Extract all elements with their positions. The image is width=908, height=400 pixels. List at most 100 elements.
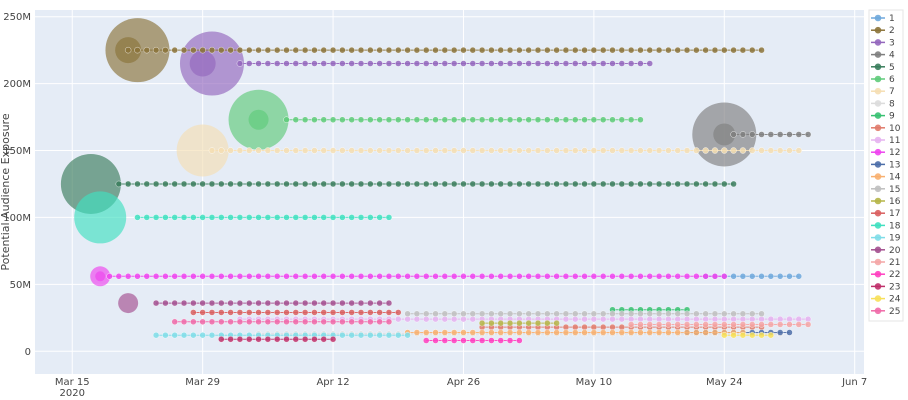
series-3-point <box>246 60 253 67</box>
series-20-point <box>199 299 206 307</box>
series-3-point <box>646 60 653 67</box>
series-19-point <box>367 331 374 339</box>
series-17-point <box>311 309 318 316</box>
series-11-point <box>721 315 728 323</box>
series-21-point <box>776 321 784 328</box>
legend-19-swatch <box>874 234 882 241</box>
series-5-point <box>562 180 570 188</box>
series-18-point <box>246 214 253 221</box>
series-10-point <box>572 323 579 331</box>
series-14-point <box>506 329 514 336</box>
series-5-point <box>218 180 225 188</box>
series-22-point <box>488 337 495 344</box>
series-17-point <box>385 309 393 316</box>
series-5-point <box>199 180 206 188</box>
series-6-point <box>376 116 383 123</box>
series-5-point <box>395 180 402 188</box>
series-2-point <box>124 46 132 54</box>
series-6-point <box>339 116 346 123</box>
series-2-point <box>721 46 728 54</box>
series-5-point <box>134 180 141 188</box>
series-19-point <box>162 331 169 339</box>
series-2-point <box>218 46 225 54</box>
series-3-point <box>562 60 570 67</box>
legend-8-label: 8 <box>889 99 895 109</box>
series-11-point <box>637 315 644 323</box>
series-2-point <box>143 46 150 54</box>
x-tick-label: Apr 12 <box>316 377 349 388</box>
series-3-point <box>311 60 318 67</box>
y-tick-label: 0 <box>25 347 31 358</box>
series-12-point <box>264 273 272 280</box>
series-6-point <box>590 116 598 123</box>
series-6-point <box>581 116 588 123</box>
series-25-point <box>301 318 309 326</box>
series-5-point <box>721 180 728 188</box>
series-14-point <box>693 329 700 336</box>
legend-12-label: 12 <box>889 148 900 158</box>
series-7-point <box>236 147 244 154</box>
series-5-point <box>525 180 532 188</box>
series-7-point <box>227 147 234 154</box>
series-14-point <box>646 329 653 336</box>
series-2-point <box>339 46 346 54</box>
series-10-point <box>581 323 588 331</box>
series-25-point <box>339 318 346 326</box>
legend-5-label: 5 <box>889 63 895 73</box>
series-18-point <box>311 214 318 221</box>
series-21-point <box>693 321 700 328</box>
series-6-point <box>562 116 570 123</box>
series-21-point <box>665 321 672 328</box>
series-17-point <box>329 309 337 316</box>
x-tick-year-label: 2020 <box>60 388 85 399</box>
series-20-point <box>190 299 197 307</box>
series-22-point <box>516 337 523 344</box>
series-7-point <box>255 147 262 154</box>
series-3-point <box>236 60 244 67</box>
series-2-point <box>180 46 188 54</box>
series-5-point <box>590 180 598 188</box>
series-21-point <box>804 321 812 328</box>
legend-16-swatch <box>874 197 882 205</box>
series-2-point <box>478 46 486 54</box>
series-3-point <box>441 60 449 67</box>
series-18-point <box>320 214 327 221</box>
series-13-point <box>776 329 784 336</box>
series-4-bubble <box>713 123 736 146</box>
series-20-point <box>152 299 160 307</box>
series-11-point <box>749 315 756 323</box>
series-11-point <box>395 315 402 323</box>
series-19-point <box>376 331 383 339</box>
series-7-point <box>311 147 318 154</box>
series-2-point <box>525 46 532 54</box>
series-15-point <box>441 310 449 317</box>
series-19-point <box>357 331 365 339</box>
series-12-point <box>385 273 393 280</box>
series-2-point <box>367 46 374 54</box>
series-5-point <box>246 180 253 188</box>
series-20-point <box>385 299 393 307</box>
series-7-point <box>572 147 579 154</box>
series-23-point <box>273 336 281 343</box>
legend-18-swatch <box>874 222 882 229</box>
series-12-point <box>506 273 514 280</box>
series-23-point <box>227 336 234 343</box>
series-25-point <box>190 318 197 326</box>
series-5-point <box>320 180 327 188</box>
series-7-point <box>432 147 439 154</box>
series-5-point <box>301 180 309 188</box>
series-20-point <box>320 299 327 307</box>
legend-24-label: 24 <box>889 295 901 305</box>
series-1-point <box>730 273 737 280</box>
series-5-point <box>534 180 542 188</box>
series-15-point <box>730 310 737 317</box>
series-11-point <box>804 315 812 323</box>
series-5-point <box>367 180 374 188</box>
series-12-point <box>152 273 160 280</box>
series-25-point <box>376 318 383 326</box>
series-5-point <box>711 180 719 188</box>
series-11-point <box>432 315 439 323</box>
series-7-point <box>534 147 542 154</box>
series-15-point <box>553 310 560 317</box>
series-5-point <box>627 180 635 188</box>
